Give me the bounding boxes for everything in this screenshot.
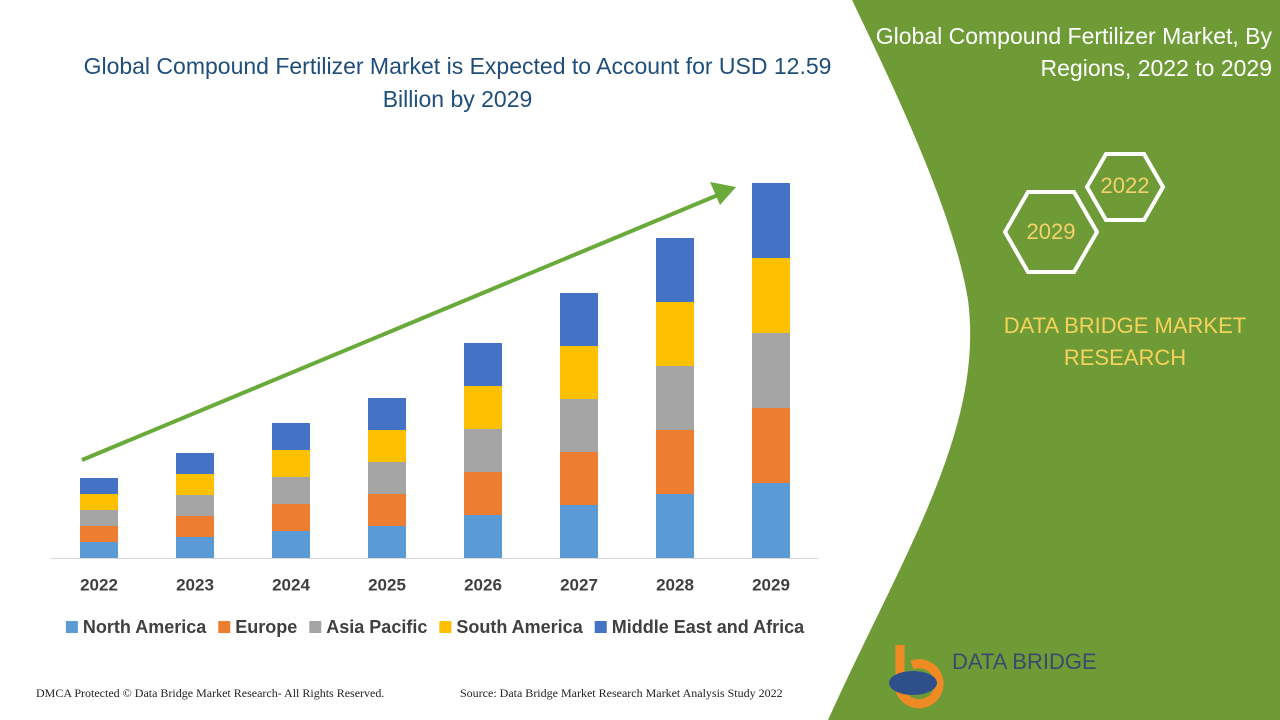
bar-segment bbox=[464, 472, 502, 515]
hexagon bbox=[1002, 190, 1100, 274]
bar-segment bbox=[272, 504, 310, 531]
bar-segment bbox=[560, 293, 598, 346]
x-tick-label: 2029 bbox=[752, 575, 790, 594]
legend-swatch bbox=[439, 621, 452, 633]
bar-segment bbox=[752, 258, 790, 333]
bar-segment bbox=[752, 183, 790, 258]
bar-segment bbox=[656, 494, 694, 558]
bar-segment bbox=[176, 453, 214, 474]
bar-segment bbox=[656, 238, 694, 302]
bar-segment bbox=[560, 346, 598, 399]
bar-segment bbox=[176, 516, 214, 537]
bar-segment bbox=[272, 450, 310, 477]
logo: DATA BRIDGE bbox=[889, 645, 1097, 709]
legend-swatch bbox=[65, 621, 78, 633]
hexagon-label: 2029 bbox=[1027, 219, 1076, 244]
bar-segment bbox=[752, 483, 790, 558]
x-tick-label: 2024 bbox=[272, 575, 310, 594]
legend-label: South America bbox=[456, 617, 583, 637]
legend-label: Asia Pacific bbox=[326, 617, 427, 637]
bar-segment bbox=[368, 398, 406, 430]
legend-label: Europe bbox=[235, 617, 297, 637]
bar-segment bbox=[80, 494, 118, 510]
x-tick-label: 2027 bbox=[560, 575, 598, 594]
hexagon bbox=[1084, 152, 1166, 222]
x-tick-label: 2026 bbox=[464, 575, 502, 594]
bar-segment bbox=[464, 429, 502, 472]
legend-swatch bbox=[309, 621, 322, 633]
logo-mark bbox=[889, 671, 937, 695]
bar-segment bbox=[368, 526, 406, 558]
bar-segment bbox=[464, 386, 502, 429]
bar-segment bbox=[464, 515, 502, 558]
trend-arrow bbox=[81, 193, 719, 462]
bar-segment bbox=[80, 510, 118, 526]
legend-swatch bbox=[218, 621, 231, 633]
logo-mark bbox=[895, 645, 944, 709]
chart-title: Global Compound Fertilizer Market is Exp… bbox=[83, 53, 832, 112]
x-tick-label: 2022 bbox=[80, 575, 118, 594]
source: Source: Data Bridge Market Research Mark… bbox=[460, 686, 783, 700]
side-title: Global Compound Fertilizer Market, By Re… bbox=[875, 23, 1272, 81]
logo-text: DATA BRIDGE bbox=[952, 649, 1097, 674]
legend-label: North America bbox=[83, 617, 207, 637]
bar-segment bbox=[80, 526, 118, 542]
side-panel-bg bbox=[828, 0, 1280, 720]
brand: DATA BRIDGE MARKET RESEARCH bbox=[1003, 313, 1247, 370]
bar-segment bbox=[656, 366, 694, 430]
bar-segment bbox=[176, 495, 214, 516]
bar-segment bbox=[80, 478, 118, 494]
copyright: DMCA Protected © Data Bridge Market Rese… bbox=[36, 686, 385, 700]
bar-segment bbox=[368, 462, 406, 494]
x-tick-label: 2025 bbox=[368, 575, 406, 594]
bar-segment bbox=[656, 302, 694, 366]
bar-segment bbox=[368, 430, 406, 462]
bar-segment bbox=[560, 399, 598, 452]
bar-segment bbox=[752, 408, 790, 483]
bar-segment bbox=[752, 333, 790, 408]
bar-segment bbox=[368, 494, 406, 526]
bar-segment bbox=[464, 343, 502, 386]
bar-segment bbox=[176, 537, 214, 558]
hexagon-label: 2022 bbox=[1101, 173, 1150, 198]
x-tick-label: 2028 bbox=[656, 575, 694, 594]
bar-segment bbox=[272, 477, 310, 504]
bar-segment bbox=[176, 474, 214, 495]
bar-segment bbox=[560, 452, 598, 505]
trend-arrow-head bbox=[710, 182, 736, 205]
bar-segment bbox=[272, 531, 310, 558]
bar-segment bbox=[272, 423, 310, 450]
bar-segment bbox=[80, 542, 118, 558]
legend-label: Middle East and Africa bbox=[612, 617, 805, 637]
legend-swatch bbox=[594, 621, 607, 633]
bar-segment bbox=[560, 505, 598, 558]
bar-segment bbox=[656, 430, 694, 494]
x-tick-label: 2023 bbox=[176, 575, 214, 594]
